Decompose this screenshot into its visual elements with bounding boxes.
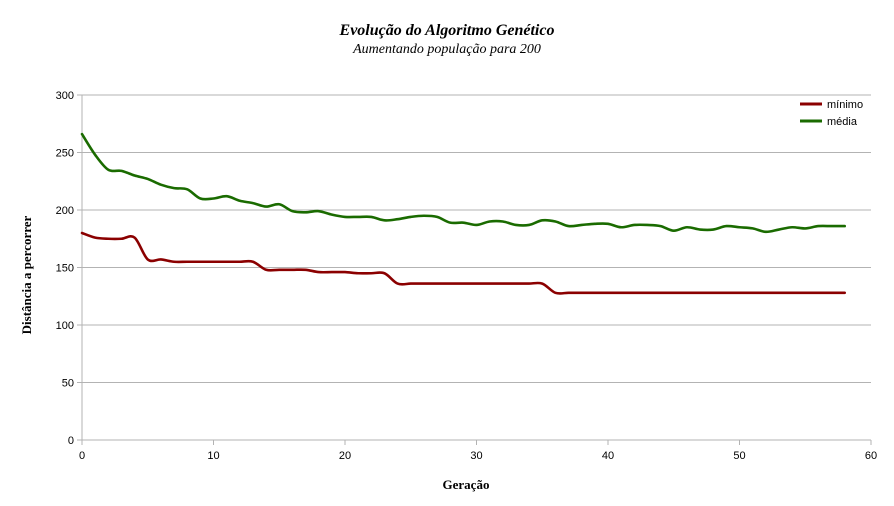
axes [81,95,872,445]
x-tick-labels: 0 10 20 30 40 50 60 [79,450,877,462]
x-axis-label: Geração [443,477,490,492]
y-tick-label: 50 [62,378,74,390]
y-tick-label: 300 [56,90,74,102]
series-lines [80,132,846,295]
x-tick-label: 40 [602,450,614,462]
grid-lines [77,94,871,441]
y-tick-labels: 0 50 100 150 200 250 300 [56,90,74,447]
chart-title: Evolução do Algoritmo Genético [339,22,555,39]
y-axis-label: Distância a percorrer [19,215,34,334]
x-tick-label: 20 [339,450,351,462]
x-tick-label: 30 [470,450,482,462]
y-tick-label: 150 [56,263,74,275]
x-tick-label: 50 [733,450,745,462]
x-tick-label: 0 [79,450,85,462]
chart-subtitle: Aumentando população para 200 [352,42,541,57]
series-line-minimo [80,231,846,295]
series-line-media [80,132,846,234]
y-tick-label: 0 [68,435,74,447]
y-tick-label: 100 [56,320,74,332]
legend-label-media: média [827,116,858,128]
y-tick-label: 250 [56,148,74,160]
legend: mínimo média [800,99,863,128]
y-tick-label: 200 [56,205,74,217]
x-tick-label: 10 [207,450,219,462]
x-tick-label: 60 [865,450,877,462]
legend-label-minimo: mínimo [827,99,863,111]
